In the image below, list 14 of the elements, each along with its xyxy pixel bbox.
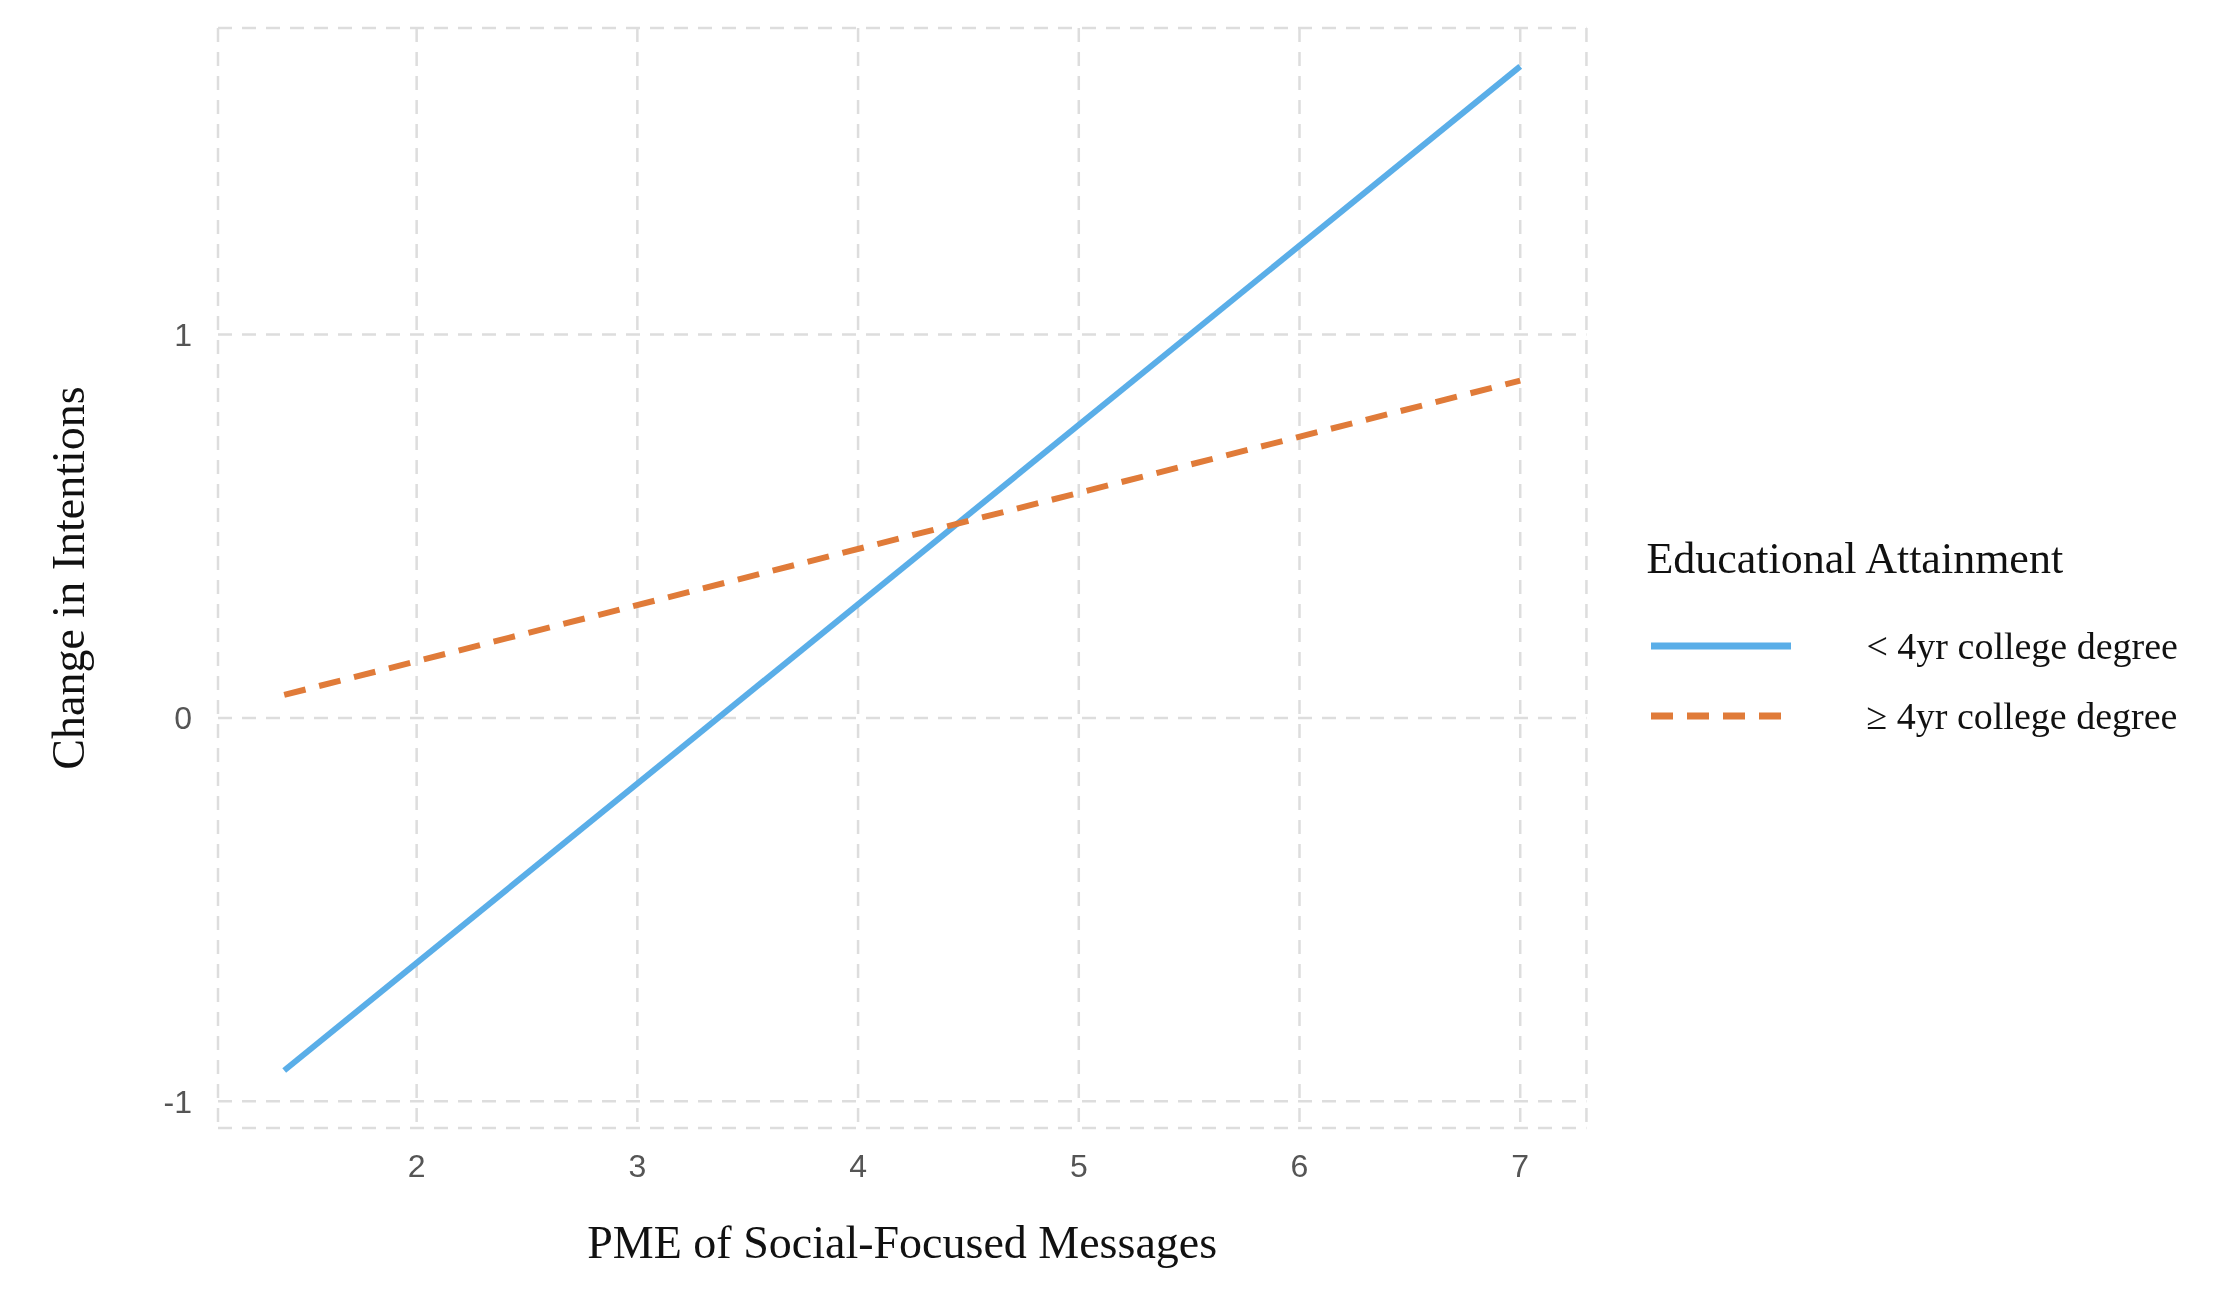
- legend-title: Educational Attainment: [1646, 532, 2065, 584]
- y-tick-label: -1: [163, 1083, 192, 1120]
- legend-label: < 4yr college degree: [1866, 623, 2178, 668]
- x-tick-label: 3: [628, 1147, 647, 1184]
- x-tick-label: 2: [407, 1147, 426, 1184]
- y-axis-title: Change in Intentions: [43, 386, 95, 770]
- x-tick-label: 4: [849, 1147, 867, 1184]
- x-tick-label: 6: [1290, 1147, 1309, 1184]
- y-tick-label: 1: [174, 316, 192, 353]
- x-tick-label: 5: [1069, 1147, 1088, 1184]
- x-axis-title: PME of Social-Focused Messages: [587, 1217, 1218, 1268]
- legend-label: ≥ 4yr college degree: [1866, 693, 2178, 738]
- y-tick-label: 0: [174, 700, 192, 737]
- x-tick-label: 7: [1511, 1147, 1530, 1184]
